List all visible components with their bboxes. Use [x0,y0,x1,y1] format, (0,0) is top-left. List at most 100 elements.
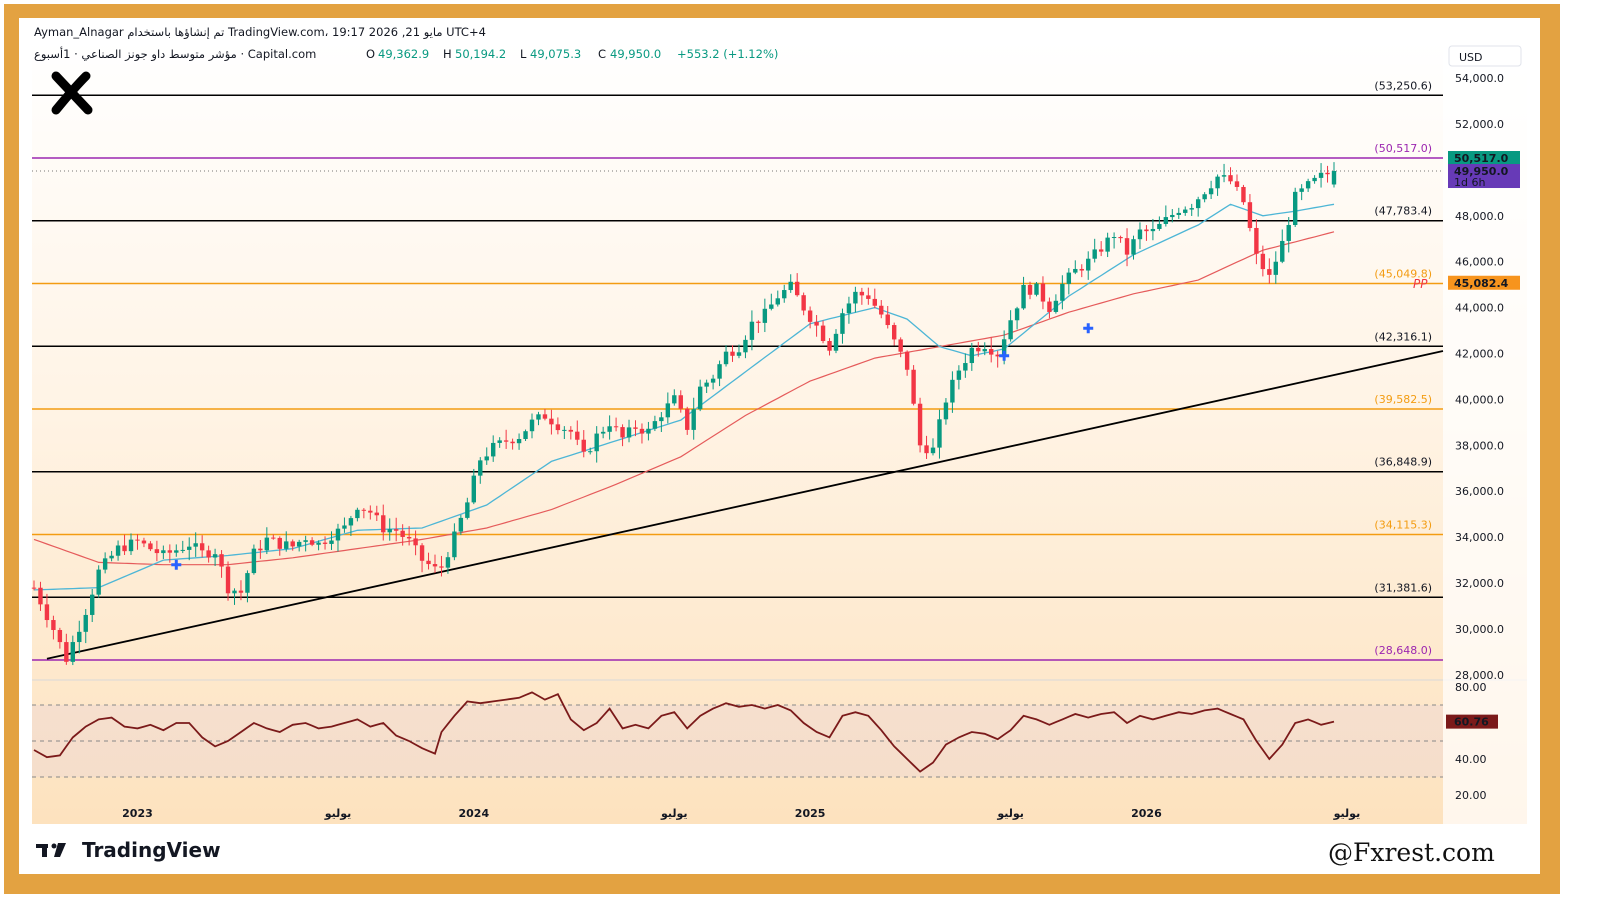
candle-body [1176,212,1181,215]
candle-body [154,549,160,554]
rsi-tick-label: 80.00 [1455,681,1487,694]
signal-plus-icon [1083,323,1094,334]
candle-body [109,555,114,559]
candle-body [141,540,147,544]
candle-body [1195,199,1201,209]
price-tick-label: 28,000.0 [1455,669,1504,682]
currency-selector[interactable] [1448,45,1522,67]
level-label: (42,316.1) [1374,330,1432,343]
candle-body [478,460,483,476]
candle-body [749,321,755,340]
candle-body [1124,238,1130,255]
candle-body [413,538,418,546]
candle-body [917,403,923,446]
candle-body [1247,202,1253,228]
signal-plus-icon [999,350,1010,361]
price-axis-ticks: 54,000.0 52,000.0 48,000.0 46,000.0 44,000.0… [1455,72,1504,682]
candle-body [309,540,315,545]
candle-body [258,548,263,551]
low-value: 49,075.3 [530,47,581,61]
candle-body [723,351,729,365]
candle-body [135,539,140,541]
candle-body [406,536,412,539]
time-tick-label: يوليو [324,807,352,820]
candle-body [445,557,451,568]
candle-body [374,512,379,516]
candle-body [730,351,735,356]
candle-body [613,426,619,428]
candle-body [1312,177,1317,182]
level-label: (28,648.0) [1374,644,1432,657]
candle-body [1286,225,1291,241]
candle-body [419,545,425,561]
level-label: (31,381.6) [1374,581,1432,594]
candle-body [393,529,399,531]
brand-logo-icon [51,71,93,115]
candle-body [866,295,871,299]
candle-body [898,339,903,352]
candle-body [83,614,88,632]
candle-body [471,475,477,503]
candle-body [1189,208,1194,210]
candle-body [1079,268,1084,271]
price-tick-label: 40,000.0 [1455,393,1504,406]
time-tick-label: 2025 [795,807,826,820]
candle-body [264,537,270,551]
candle-body [626,427,632,438]
candle-body [646,428,651,434]
time-tick-label: 2024 [458,807,489,820]
level-label: (50,517.0) [1374,142,1432,155]
level-label: (53,250.6) [1374,79,1432,92]
level-label: (39,582.5) [1374,393,1432,406]
rsi-line [33,691,1335,773]
candle-body [1234,181,1240,187]
candle-body [491,442,496,457]
candle-body [536,414,541,420]
candle-body [1292,191,1298,226]
candle-body [762,308,768,323]
open-label: O [366,47,375,61]
candle-body [238,590,244,593]
time-tick-label: 2023 [122,807,153,820]
candle-body [989,349,994,355]
candle-body [904,351,910,370]
candle-body [756,321,761,323]
candle-body [827,341,832,351]
high-value: 50,194.2 [455,47,506,61]
candle-body [432,564,438,567]
candle-body [251,548,257,574]
candle-body [840,313,845,334]
candle-body [381,515,386,533]
candle-body [1111,237,1117,239]
candle-body [348,518,354,526]
candle-body [1260,253,1266,270]
candle-body [271,537,276,539]
candle-body [458,517,464,532]
candle-body [1267,269,1272,275]
candle-body [523,431,528,440]
candle-body [1073,268,1078,273]
header-symbol[interactable]: مؤشر متوسط داو جونز الصناعي · 1أسبوع · C… [34,46,316,62]
candle-body [1150,228,1156,232]
candle-body [691,409,696,430]
candle-body [607,426,612,432]
candle-body [284,541,289,549]
close-label: C [598,47,606,61]
price-badge [1448,164,1520,189]
candle-body [1144,229,1149,232]
price-badge-label: 49,950.0 [1454,165,1509,178]
candle-body [128,539,134,552]
candle-body [833,333,839,351]
candle-body [1170,214,1175,218]
candle-body [1137,229,1143,240]
candle-body [594,433,599,452]
ma-slow-line [33,231,1335,566]
candle-body [697,386,703,410]
support-trendline [46,350,1444,660]
candle-body [930,447,936,454]
high-label: H [443,47,452,61]
candle-body [219,554,224,567]
candle-body [187,546,192,550]
candle-body [639,428,645,434]
